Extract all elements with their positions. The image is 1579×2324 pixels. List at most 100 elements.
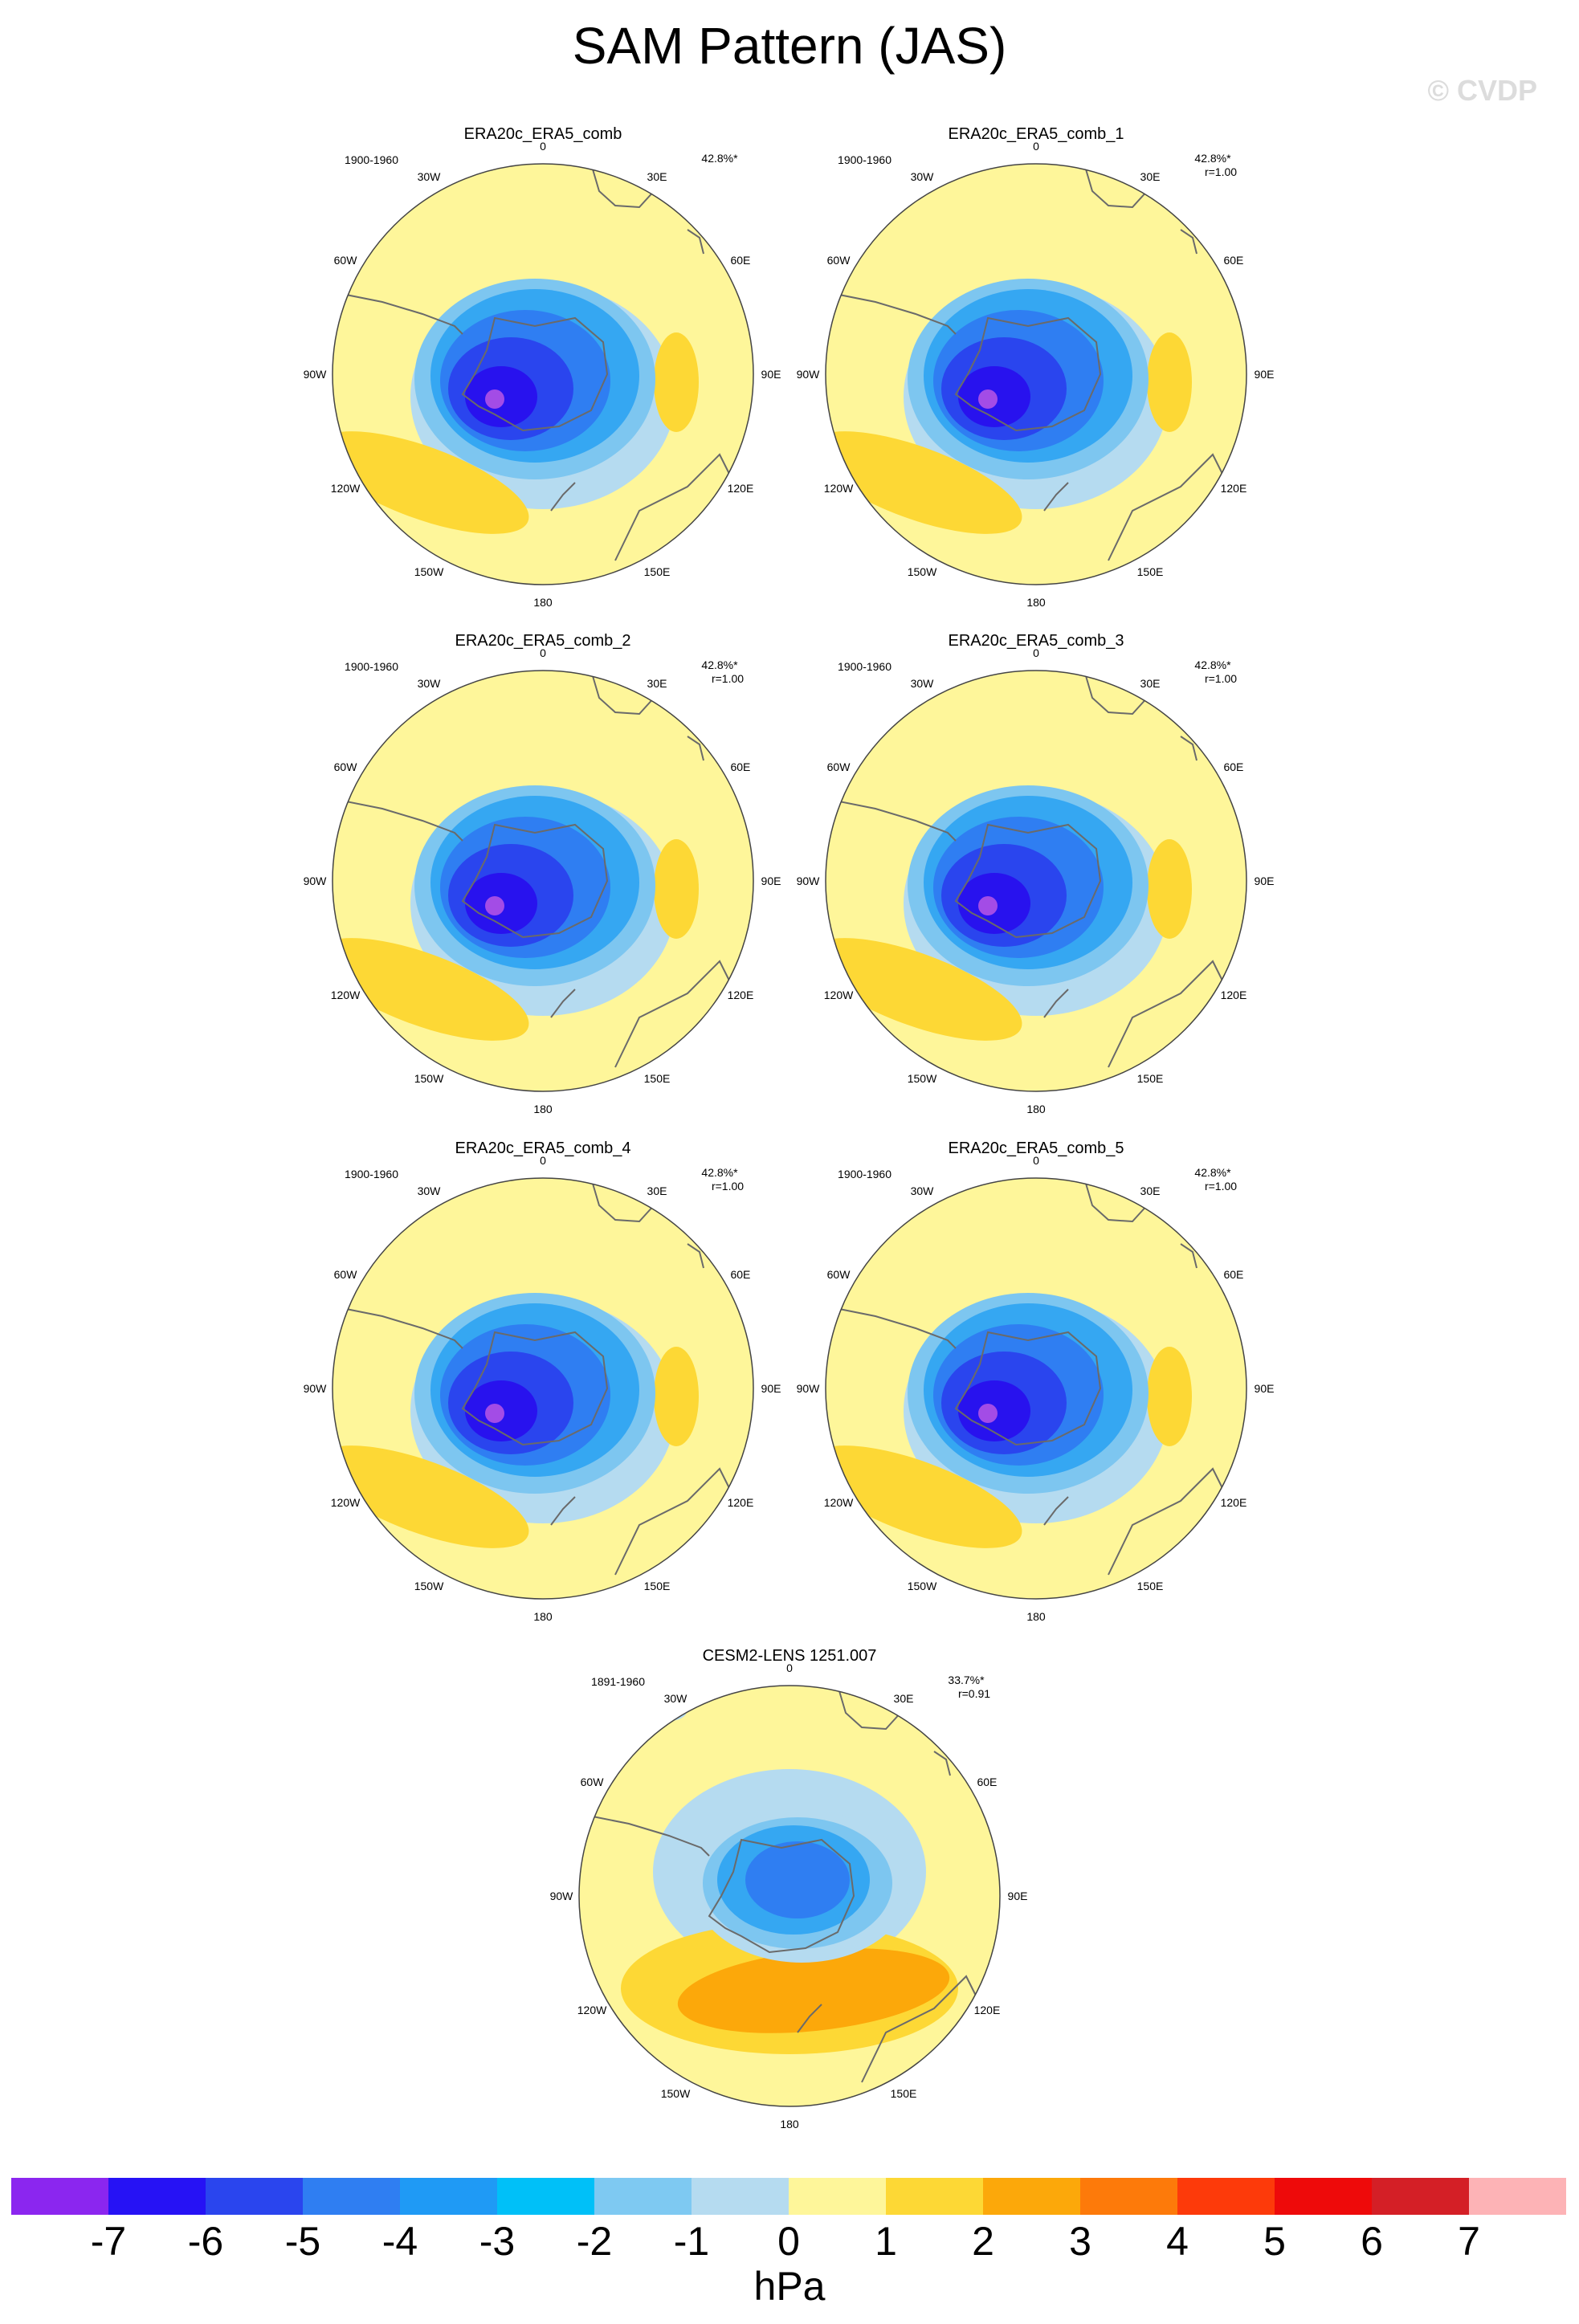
- panel-title: ERA20c_ERA5_comb_4: [455, 1140, 631, 1157]
- longitude-label: 30E: [1140, 677, 1161, 691]
- longitude-label: 90E: [761, 1382, 781, 1395]
- variance-stat: 42.8%*: [701, 658, 738, 671]
- longitude-label: 90E: [1254, 1382, 1275, 1395]
- longitude-label: 120W: [823, 482, 854, 495]
- longitude-label: 150E: [643, 565, 671, 578]
- colorbar-tick-label: -4: [381, 2219, 418, 2264]
- longitude-label: 90E: [1254, 368, 1275, 381]
- period-label: 1900-1960: [345, 1168, 398, 1180]
- colorbar-swatch: [983, 2178, 1080, 2215]
- longitude-label: 60E: [730, 254, 751, 267]
- longitude-label: 60E: [1223, 1268, 1244, 1281]
- longitude-label: 180: [533, 596, 553, 609]
- longitude-label: 30W: [417, 170, 441, 184]
- longitude-label: 120E: [1220, 989, 1247, 1001]
- longitude-label: 0: [540, 1154, 546, 1167]
- polar-map: [332, 1177, 754, 1600]
- longitude-label: 30E: [893, 1692, 914, 1706]
- longitude-label: 60W: [580, 1776, 604, 1788]
- polar-map: [825, 163, 1247, 585]
- colorbar-swatch: [400, 2178, 497, 2215]
- pattern-correlation: r=1.00: [711, 1180, 745, 1193]
- cvdp-watermark: © CVDP: [1427, 74, 1537, 107]
- colorbar-swatch: [303, 2178, 400, 2215]
- pattern-correlation: r=1.00: [1204, 165, 1238, 178]
- longitude-label: 90E: [761, 368, 781, 381]
- colorbar-tick-label: 7: [1458, 2219, 1480, 2264]
- longitude-label: 60E: [977, 1776, 998, 1788]
- longitude-label: 180: [780, 2118, 799, 2130]
- longitude-label: 150W: [660, 2086, 691, 2100]
- polar-map: [578, 1685, 1001, 2107]
- longitude-label: 90W: [303, 368, 327, 381]
- period-label: 1900-1960: [345, 660, 398, 673]
- period-label: 1900-1960: [838, 1168, 892, 1180]
- longitude-label: 90W: [796, 368, 820, 381]
- longitude-label: 30E: [647, 677, 667, 691]
- longitude-label: 60E: [1223, 254, 1244, 267]
- longitude-label: 0: [540, 646, 546, 659]
- longitude-label: 150W: [414, 1071, 444, 1085]
- colorbar-tick-label: -1: [673, 2219, 710, 2264]
- colorbar-tick-label: 2: [972, 2219, 994, 2264]
- longitude-label: 150E: [1136, 565, 1164, 578]
- longitude-label: 60E: [730, 1268, 751, 1281]
- longitude-label: 90E: [1254, 875, 1275, 887]
- longitude-label: 30W: [417, 677, 441, 691]
- variance-stat: 42.8%*: [701, 1166, 738, 1179]
- longitude-label: 120W: [823, 989, 854, 1001]
- longitude-label: 150W: [414, 1579, 444, 1592]
- colorbar-swatch: [1177, 2178, 1275, 2215]
- colorbar-swatch: [886, 2178, 983, 2215]
- colorbar-swatch: [11, 2178, 108, 2215]
- colorbar-tick-label: 4: [1166, 2219, 1189, 2264]
- longitude-label: 60W: [333, 254, 357, 267]
- longitude-label: 0: [786, 1661, 793, 1674]
- variance-stat: 42.8%*: [1194, 1166, 1231, 1179]
- colorbar-swatch: [1080, 2178, 1177, 2215]
- polar-map: [332, 670, 754, 1092]
- page-title: SAM Pattern (JAS): [572, 17, 1007, 75]
- variance-stat: 42.8%*: [701, 152, 738, 165]
- polar-map: [825, 670, 1247, 1092]
- longitude-label: 120E: [1220, 482, 1247, 495]
- colorbar-swatch: [108, 2178, 206, 2215]
- longitude-label: 120W: [577, 2004, 607, 2016]
- longitude-label: 90W: [303, 875, 327, 887]
- longitude-label: 90W: [796, 875, 820, 887]
- panel-title: ERA20c_ERA5_comb_2: [455, 632, 631, 650]
- panel-title: ERA20c_ERA5_comb_5: [948, 1140, 1124, 1157]
- longitude-label: 180: [1026, 1103, 1046, 1115]
- colorbar-tick-label: 3: [1069, 2219, 1091, 2264]
- colorbar-swatch: [1469, 2178, 1566, 2215]
- longitude-label: 60W: [826, 760, 851, 773]
- longitude-label: 150E: [1136, 1071, 1164, 1085]
- longitude-label: 150W: [907, 1071, 937, 1085]
- longitude-label: 30E: [647, 1184, 667, 1198]
- longitude-label: 120E: [727, 482, 754, 495]
- pattern-correlation: r=0.91: [957, 1687, 991, 1700]
- longitude-label: 120W: [330, 989, 361, 1001]
- longitude-label: 90E: [761, 875, 781, 887]
- longitude-label: 30E: [647, 170, 667, 184]
- pattern-correlation: r=1.00: [711, 672, 745, 685]
- pattern-correlation: r=1.00: [1204, 1180, 1238, 1193]
- period-label: 1900-1960: [345, 153, 398, 166]
- longitude-label: 30W: [910, 170, 934, 184]
- longitude-label: 180: [1026, 596, 1046, 609]
- longitude-label: 30W: [417, 1184, 441, 1198]
- longitude-label: 30E: [1140, 170, 1161, 184]
- longitude-label: 150W: [907, 565, 937, 578]
- longitude-label: 180: [1026, 1610, 1046, 1623]
- colorbar-tick-label: -7: [90, 2219, 127, 2264]
- longitude-label: 0: [1033, 140, 1039, 153]
- longitude-label: 90W: [549, 1890, 573, 1902]
- longitude-label: 60W: [826, 254, 851, 267]
- polar-map: [332, 163, 754, 585]
- period-label: 1900-1960: [838, 660, 892, 673]
- longitude-label: 90W: [796, 1382, 820, 1395]
- longitude-label: 30W: [910, 677, 934, 691]
- longitude-label: 180: [533, 1103, 553, 1115]
- longitude-label: 150E: [643, 1579, 671, 1592]
- longitude-label: 150W: [907, 1579, 937, 1592]
